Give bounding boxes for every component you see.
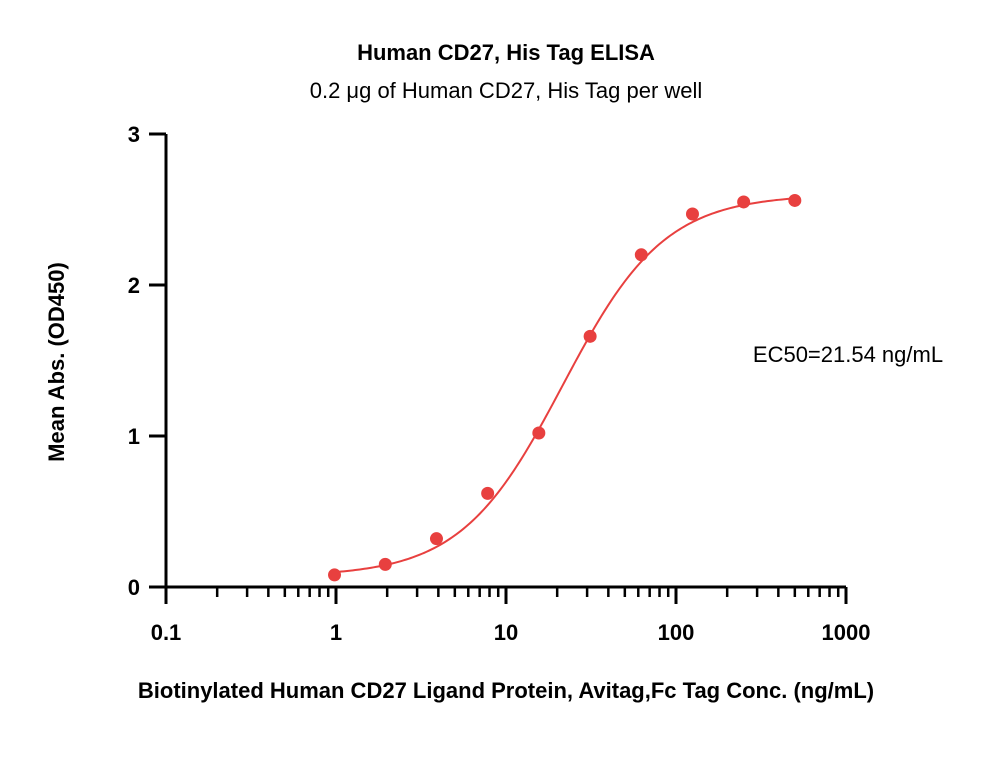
chart-title: Human CD27, His Tag ELISA [357, 40, 655, 65]
chart-subtitle: 0.2 μg of Human CD27, His Tag per well [310, 78, 703, 103]
data-point [481, 486, 495, 500]
data-point [328, 568, 342, 582]
x-tick-label: 10 [494, 620, 518, 645]
x-tick-label: 100 [658, 620, 695, 645]
data-points [328, 193, 802, 582]
data-point [737, 195, 751, 209]
x-tick-labels: 0.1 1 10 100 1000 [151, 620, 871, 645]
data-point [583, 329, 597, 343]
y-tick-label: 0 [128, 575, 140, 600]
data-point [788, 193, 802, 207]
x-tick-label: 0.1 [151, 620, 182, 645]
data-point [429, 532, 443, 546]
data-point [685, 207, 699, 221]
y-tick-label: 3 [128, 122, 140, 147]
axes [149, 132, 848, 604]
x-tick-label: 1000 [822, 620, 871, 645]
x-tick-label: 1 [330, 620, 342, 645]
fit-curve [334, 197, 795, 574]
data-point [378, 557, 392, 571]
x-axis-label: Biotinylated Human CD27 Ligand Protein, … [138, 678, 874, 703]
y-tick-label: 2 [128, 273, 140, 298]
y-axis-label: Mean Abs. (OD450) [44, 262, 69, 462]
y-tick-label: 1 [128, 424, 140, 449]
data-point [532, 426, 546, 440]
y-tick-labels: 0 1 2 3 [128, 122, 140, 600]
ec50-annotation: EC50=21.54 ng/mL [753, 342, 943, 367]
data-point [634, 248, 648, 262]
